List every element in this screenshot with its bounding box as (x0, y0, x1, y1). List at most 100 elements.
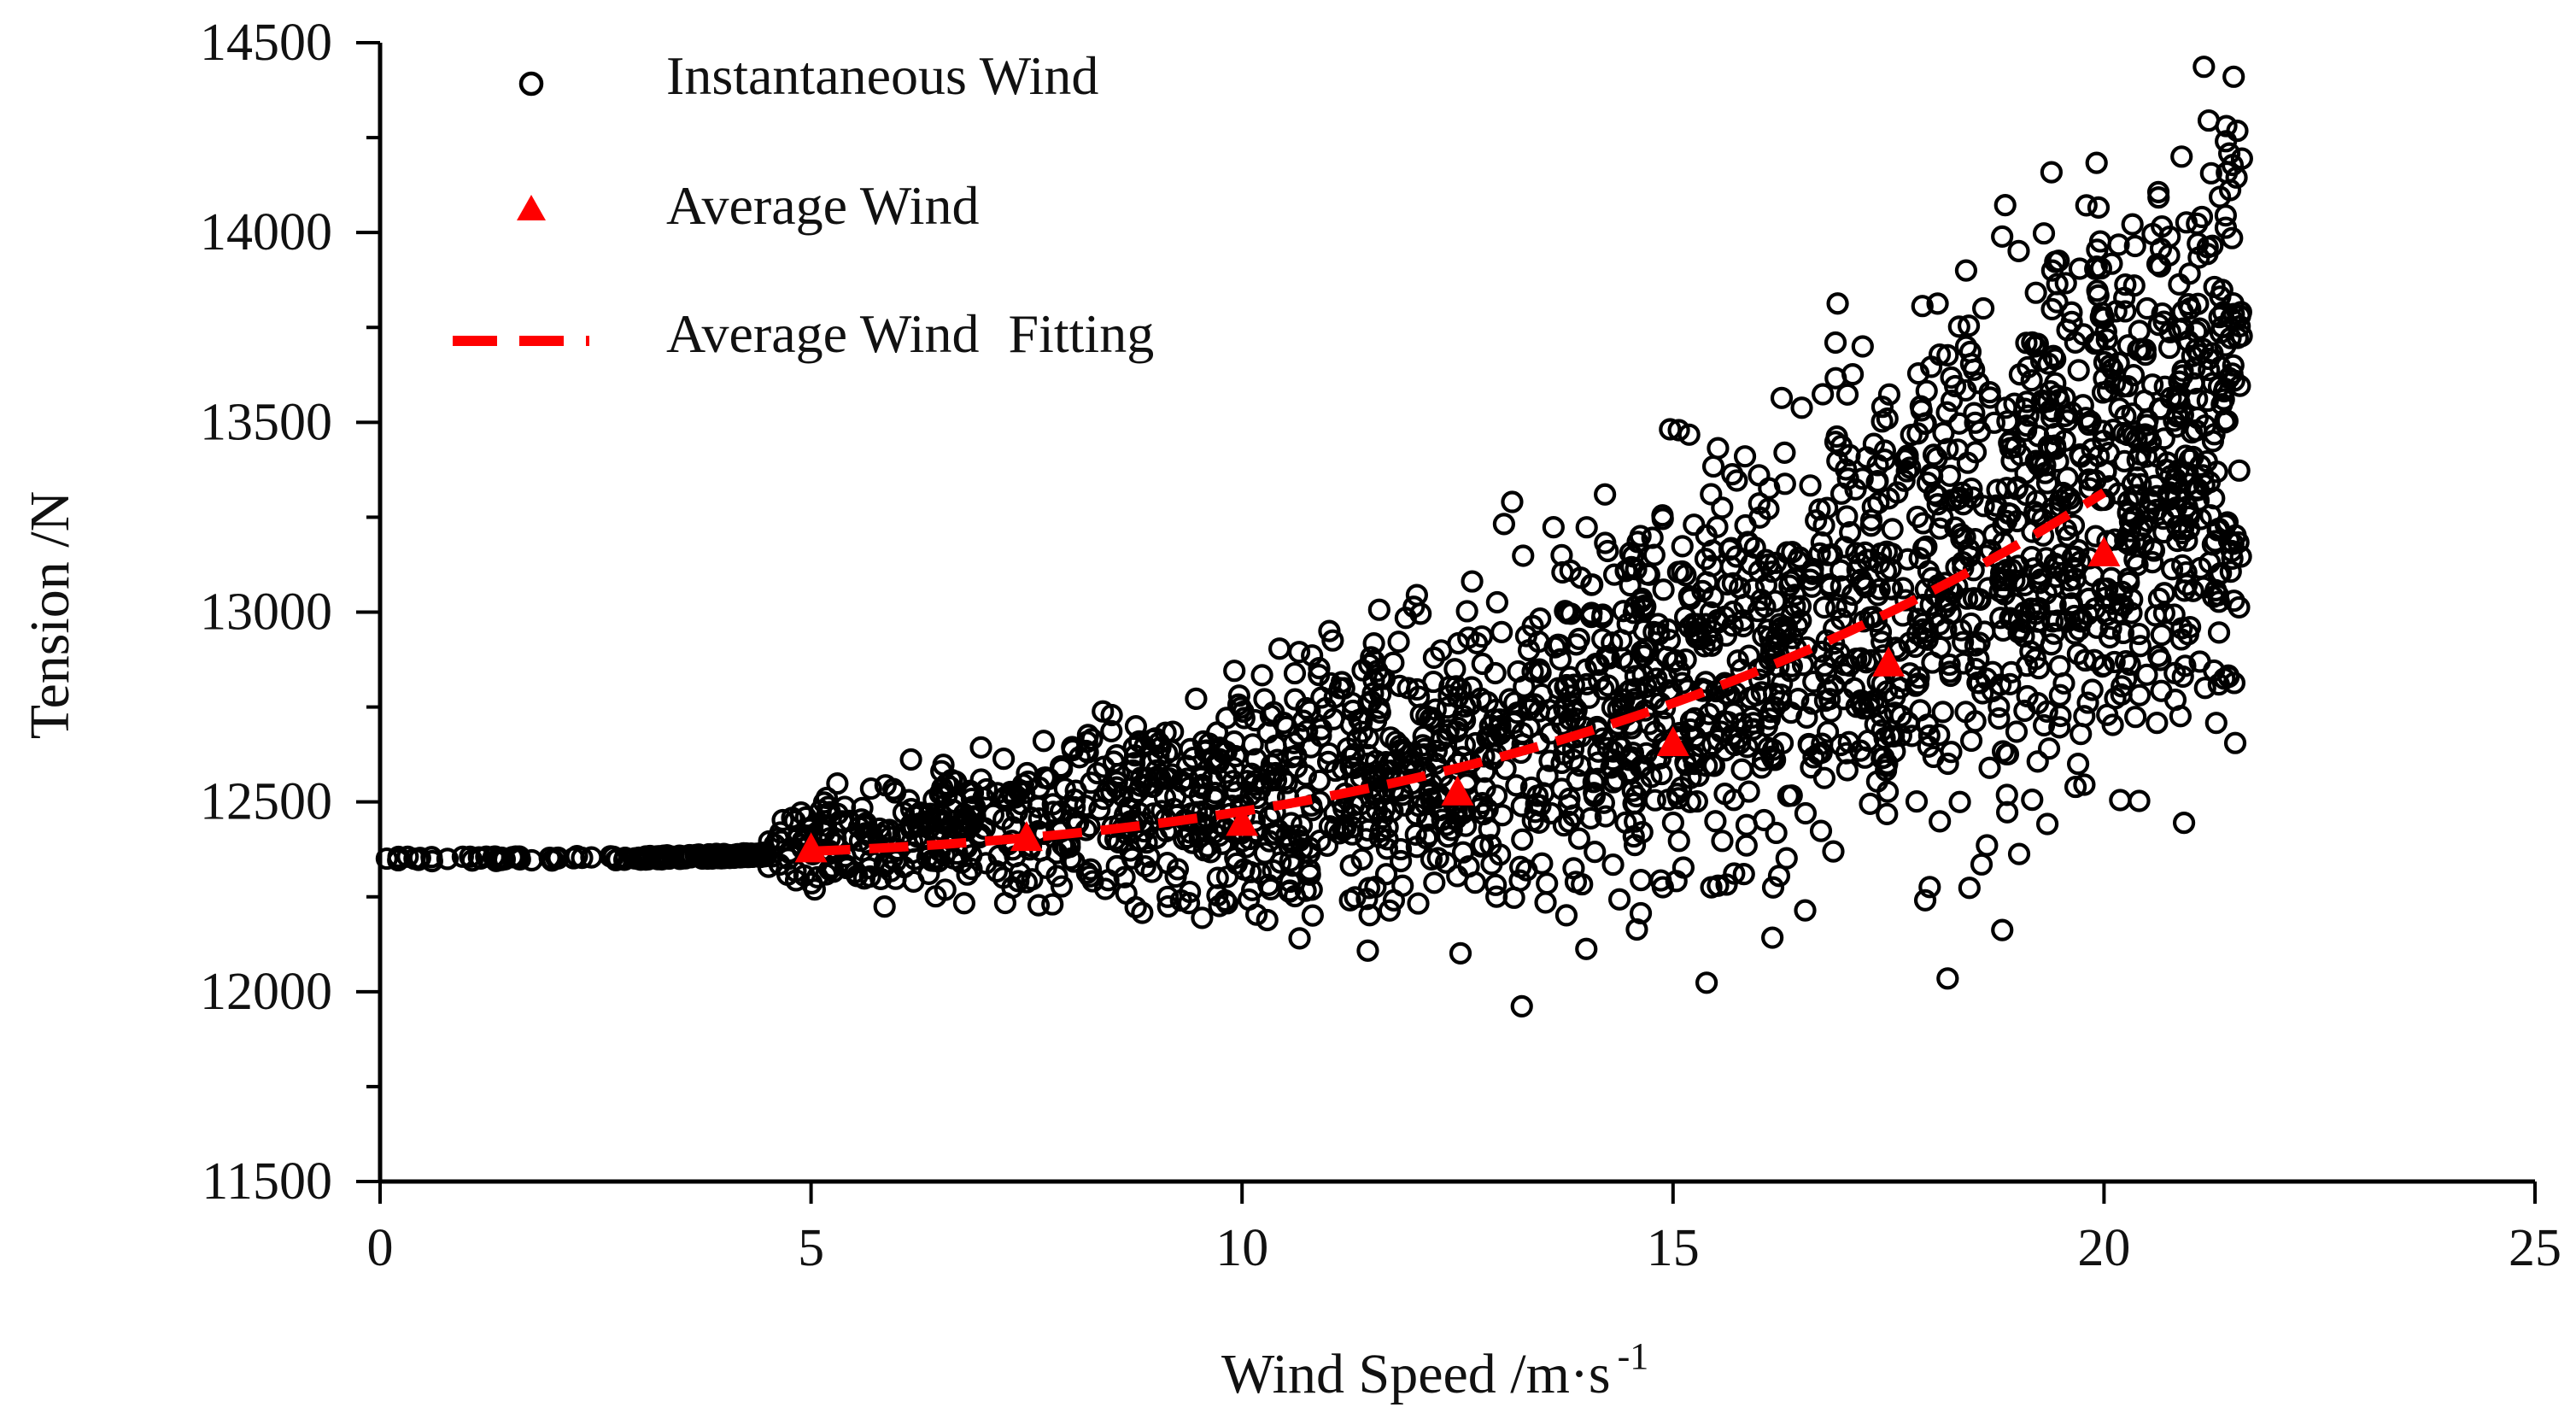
instantaneous-point (2066, 753, 2090, 776)
y-tick-label: 12000 (200, 963, 332, 1021)
instantaneous-point (1016, 770, 1039, 794)
instantaneous-point (1882, 724, 1906, 748)
instantaneous-point (1506, 701, 1529, 724)
instantaneous-point (1967, 372, 1990, 395)
instantaneous-point (451, 845, 474, 868)
instantaneous-point (1911, 295, 1934, 318)
instantaneous-point (954, 810, 977, 833)
instantaneous-point (1733, 445, 1757, 468)
average-wind-point (794, 832, 828, 863)
instantaneous-point (952, 892, 976, 915)
instantaneous-point (1362, 631, 1385, 655)
instantaneous-point (1350, 710, 1373, 733)
instantaneous-point (1636, 562, 1659, 586)
instantaneous-point (2094, 320, 2117, 343)
instantaneous-point (1449, 678, 1472, 701)
instantaneous-point (1185, 687, 1208, 710)
instantaneous-point (2147, 314, 2170, 337)
instantaneous-point (1108, 763, 1131, 786)
instantaneous-point (1922, 443, 1946, 466)
instantaneous-point (2026, 750, 2049, 773)
instantaneous-point (1390, 738, 1413, 761)
instantaneous-point (1350, 720, 1374, 743)
instantaneous-point (1691, 579, 1714, 602)
instantaneous-point (2114, 273, 2137, 296)
instantaneous-point (1659, 418, 1682, 441)
instantaneous-point (1835, 759, 1859, 782)
instantaneous-point (1339, 713, 1362, 736)
instantaneous-point (2158, 481, 2181, 504)
instantaneous-point (2193, 56, 2216, 79)
instantaneous-point (1179, 880, 1202, 904)
instantaneous-point (1767, 865, 1791, 888)
instantaneous-point (1283, 884, 1307, 908)
instantaneous-point (1701, 754, 1724, 777)
instantaneous-point (1799, 474, 1822, 497)
instantaneous-point (1671, 535, 1694, 558)
instantaneous-point (1629, 901, 1653, 925)
instantaneous-point (387, 848, 410, 872)
instantaneous-point (1211, 741, 1235, 764)
instantaneous-point (2100, 592, 2123, 615)
instantaneous-point (1976, 577, 1999, 600)
instantaneous-point (2063, 556, 2086, 579)
instantaneous-point (1948, 790, 1971, 813)
instantaneous-point (1759, 634, 1783, 657)
instantaneous-point (1936, 343, 1959, 367)
instantaneous-point (1956, 451, 1979, 474)
y-tick-label: 13500 (200, 393, 332, 451)
instantaneous-point (1473, 760, 1496, 783)
instantaneous-point (1283, 661, 1307, 685)
instantaneous-point (1750, 589, 1773, 612)
instantaneous-point (975, 852, 998, 875)
instantaneous-point (2170, 145, 2193, 168)
instantaneous-point (1790, 396, 1813, 419)
instantaneous-point (1835, 595, 1859, 619)
instantaneous-point (2177, 505, 2200, 529)
instantaneous-point (1835, 505, 1859, 528)
instantaneous-point (1928, 343, 1952, 367)
instantaneous-point (1636, 637, 1660, 660)
instantaneous-point (1735, 813, 1759, 836)
instantaneous-point (1730, 758, 1753, 781)
instantaneous-point (2060, 301, 2083, 324)
instantaneous-point (960, 787, 983, 811)
instantaneous-point (2096, 703, 2119, 726)
instantaneous-point (1176, 826, 1199, 849)
instantaneous-point (1854, 576, 1877, 599)
fitting-series (811, 488, 2107, 856)
instantaneous-point (1188, 825, 1211, 848)
instantaneous-point (1437, 684, 1461, 707)
instantaneous-point (2120, 601, 2143, 625)
instantaneous-point (1102, 750, 1126, 773)
instantaneous-point (1912, 512, 1935, 535)
instantaneous-point (1269, 851, 1292, 874)
instantaneous-point (1951, 481, 1974, 504)
instantaneous-point (2069, 443, 2092, 466)
instantaneous-point (1795, 706, 1818, 729)
instantaneous-point (1824, 431, 1847, 454)
instantaneous-point (2007, 239, 2030, 262)
instantaneous-point (2026, 692, 2050, 715)
instantaneous-point (1865, 471, 1888, 494)
legend-average-marker (517, 195, 546, 220)
instantaneous-point (1954, 701, 1977, 724)
instantaneous-point (671, 845, 694, 868)
instantaneous-point (2140, 373, 2164, 396)
instantaneous-point (1290, 814, 1314, 837)
instantaneous-point (2141, 537, 2164, 560)
instantaneous-point (1971, 682, 1994, 705)
instantaneous-point (1816, 678, 1839, 701)
instantaneous-point (2168, 273, 2191, 296)
instantaneous-point (2203, 275, 2226, 299)
instantaneous-point (1830, 482, 1853, 505)
instantaneous-point (2121, 472, 2144, 496)
instantaneous-point (1423, 871, 1446, 894)
instantaneous-point (1986, 478, 2009, 501)
instantaneous-point (2035, 472, 2059, 495)
instantaneous-point (1900, 423, 1923, 447)
instantaneous-point (1485, 590, 1508, 614)
instantaneous-point (1687, 621, 1710, 644)
instantaneous-point (1437, 718, 1461, 742)
instantaneous-point (1642, 543, 1666, 566)
